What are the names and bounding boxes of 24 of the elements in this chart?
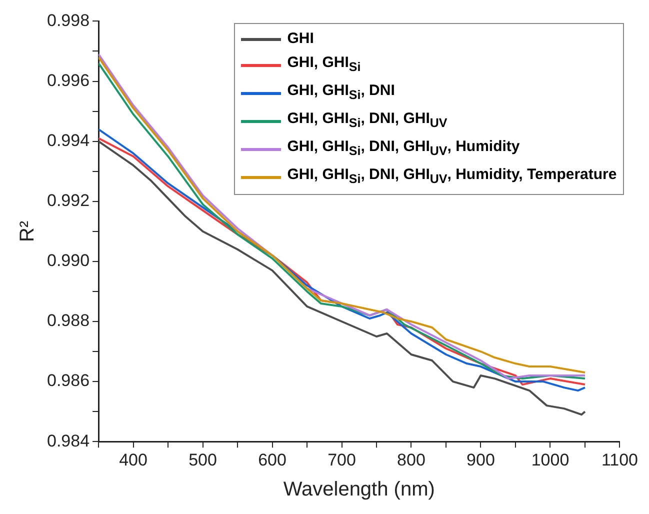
legend-label: GHI, GHI$_{Si}$ bbox=[287, 53, 361, 76]
y-tick-label: 0.986 bbox=[46, 371, 90, 390]
x-axis-title: Wavelength (nm) bbox=[283, 478, 435, 501]
y-tick-label: 0.994 bbox=[46, 131, 90, 150]
y-axis-title: R² bbox=[16, 220, 39, 242]
x-tick-label: 600 bbox=[258, 450, 286, 470]
y-tick-label: 0.984 bbox=[46, 431, 90, 450]
legend-label: GHI, GHI$_{Si}$, DNI, GHI$_{UV}$ bbox=[287, 109, 448, 132]
legend-label: GHI, GHI$_{Si}$, DNI bbox=[287, 81, 395, 104]
x-tick-label: 900 bbox=[466, 450, 495, 470]
legend-label: GHI bbox=[287, 29, 314, 50]
x-tick-label: 800 bbox=[397, 450, 426, 470]
legend-label: GHI, GHI$_{Si}$, DNI, GHI$_{UV}$, Humidity bbox=[287, 137, 520, 160]
x-tick-label: 500 bbox=[188, 450, 217, 470]
y-tick-label: 0.998 bbox=[46, 10, 90, 30]
y-tick-label: 0.988 bbox=[46, 311, 90, 330]
legend-label: GHI, GHI$_{Si}$, DNI, GHI$_{UV}$, Humidity, Temperature bbox=[287, 165, 617, 188]
x-tick-label: 1000 bbox=[531, 450, 570, 470]
y-tick-label: 0.996 bbox=[46, 70, 90, 90]
y-tick-label: 0.990 bbox=[46, 251, 90, 270]
x-tick-label: 1100 bbox=[601, 450, 638, 470]
x-tick-label: 700 bbox=[328, 450, 356, 470]
y-tick-label: 0.992 bbox=[46, 191, 90, 210]
x-tick-label: 400 bbox=[119, 450, 148, 470]
